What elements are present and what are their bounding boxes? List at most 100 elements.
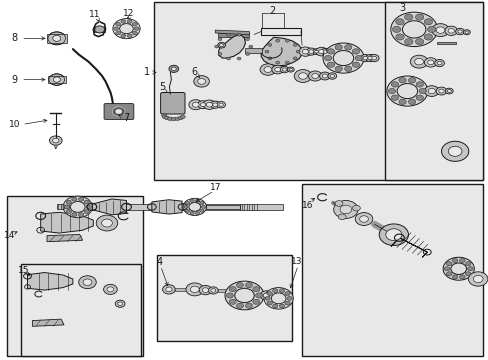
Circle shape [365, 54, 374, 62]
Circle shape [280, 66, 288, 73]
Circle shape [435, 87, 446, 95]
Circle shape [354, 55, 362, 61]
Circle shape [344, 66, 351, 72]
Circle shape [245, 283, 252, 288]
Circle shape [390, 12, 437, 46]
Circle shape [285, 61, 289, 64]
Circle shape [266, 292, 272, 296]
Circle shape [385, 229, 401, 240]
Circle shape [121, 34, 125, 38]
Polygon shape [152, 200, 182, 214]
Circle shape [324, 55, 331, 61]
Bar [245, 48, 261, 53]
Circle shape [72, 197, 77, 201]
Circle shape [237, 33, 241, 36]
Circle shape [315, 47, 327, 56]
Circle shape [224, 281, 264, 310]
Circle shape [84, 210, 89, 213]
Circle shape [371, 56, 376, 60]
Circle shape [414, 58, 423, 65]
Polygon shape [215, 30, 249, 35]
Circle shape [407, 78, 415, 83]
Circle shape [264, 67, 271, 72]
Circle shape [396, 84, 417, 99]
Circle shape [203, 100, 215, 109]
Circle shape [279, 289, 284, 293]
Text: 8: 8 [11, 33, 18, 43]
Circle shape [468, 272, 487, 286]
Polygon shape [92, 199, 126, 215]
Bar [218, 289, 230, 292]
Circle shape [351, 49, 359, 54]
FancyArrowPatch shape [374, 224, 387, 232]
Text: 6: 6 [191, 67, 198, 77]
Circle shape [444, 26, 457, 36]
Circle shape [49, 136, 62, 145]
Bar [154, 3, 483, 180]
Circle shape [185, 202, 189, 204]
Circle shape [252, 299, 259, 304]
Circle shape [272, 289, 277, 293]
Circle shape [264, 296, 270, 300]
Circle shape [409, 55, 427, 68]
Circle shape [326, 50, 329, 53]
Circle shape [314, 50, 318, 53]
Circle shape [446, 272, 451, 276]
Circle shape [427, 26, 435, 32]
Circle shape [302, 49, 308, 54]
Circle shape [288, 68, 292, 71]
Circle shape [359, 216, 367, 222]
Polygon shape [27, 273, 73, 290]
Circle shape [193, 76, 209, 87]
Circle shape [271, 65, 283, 74]
Circle shape [218, 53, 222, 55]
Circle shape [188, 203, 200, 211]
Circle shape [185, 209, 189, 212]
Circle shape [134, 27, 139, 31]
Circle shape [161, 114, 166, 117]
FancyArrowPatch shape [374, 224, 387, 232]
Circle shape [414, 39, 423, 45]
Circle shape [116, 22, 121, 26]
Circle shape [183, 205, 188, 208]
Circle shape [445, 88, 452, 94]
Circle shape [200, 103, 205, 107]
Circle shape [294, 69, 311, 82]
Circle shape [332, 50, 353, 66]
Circle shape [53, 35, 61, 41]
Circle shape [447, 146, 461, 156]
Circle shape [217, 42, 225, 48]
Circle shape [379, 224, 407, 246]
Circle shape [323, 50, 327, 53]
Circle shape [351, 62, 359, 67]
Circle shape [465, 272, 470, 276]
Circle shape [165, 287, 172, 292]
Circle shape [178, 116, 183, 120]
Circle shape [66, 210, 71, 213]
Circle shape [326, 62, 334, 67]
Circle shape [201, 205, 205, 208]
Circle shape [293, 57, 297, 60]
Circle shape [267, 57, 271, 60]
Circle shape [447, 90, 450, 93]
Circle shape [308, 50, 313, 53]
Circle shape [455, 28, 464, 35]
Circle shape [229, 287, 236, 292]
Text: 9: 9 [11, 75, 18, 85]
Circle shape [219, 44, 223, 46]
Circle shape [312, 49, 320, 54]
Circle shape [464, 31, 468, 33]
Circle shape [192, 102, 199, 107]
Bar [21, 264, 141, 356]
Circle shape [200, 202, 203, 204]
Circle shape [404, 14, 412, 20]
Circle shape [443, 267, 449, 271]
Circle shape [53, 77, 60, 82]
Circle shape [95, 26, 104, 33]
Circle shape [245, 53, 249, 55]
Circle shape [285, 301, 289, 305]
Circle shape [427, 60, 433, 65]
Circle shape [175, 117, 180, 121]
Circle shape [112, 107, 125, 116]
Circle shape [282, 68, 286, 71]
